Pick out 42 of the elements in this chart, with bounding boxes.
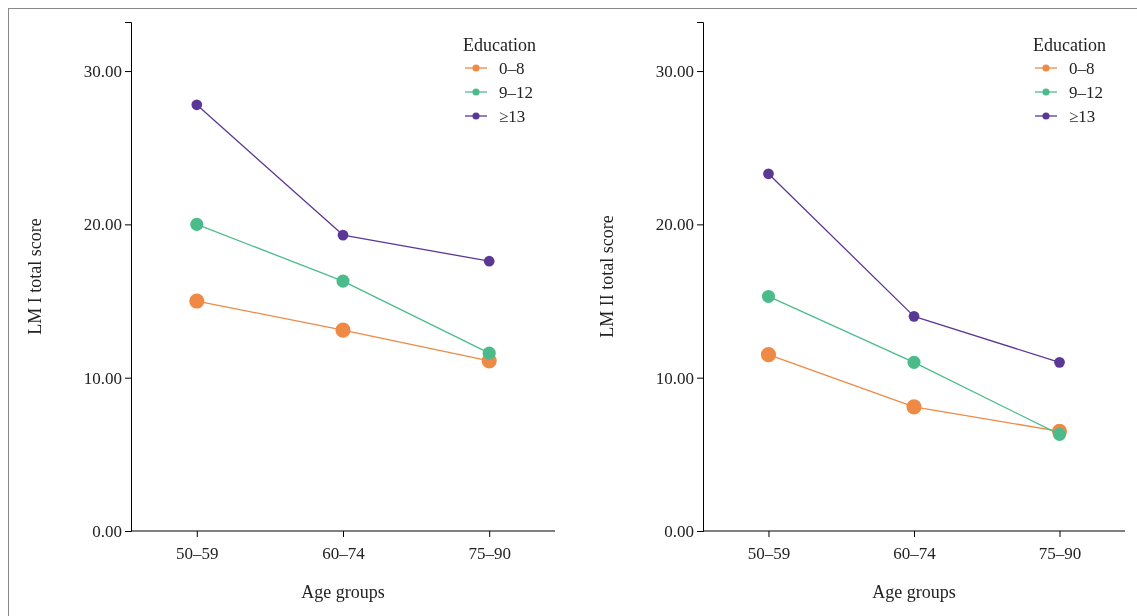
x-axis-title: Age groups [872, 582, 956, 602]
y-tick-label: 30.00 [83, 62, 122, 81]
point [190, 217, 204, 231]
x-tick-label: 75–90 [468, 543, 511, 563]
y-tick-label: 0.00 [92, 521, 122, 541]
x-axis-title: Age groups [301, 582, 385, 602]
legend-label: ≥13 [499, 107, 526, 126]
y-tick-label: 10.00 [83, 368, 122, 388]
point [483, 255, 495, 267]
legend-label: ≥13 [1069, 107, 1096, 126]
y-tick-label: 20.00 [83, 215, 122, 235]
point [336, 274, 350, 288]
point [335, 322, 351, 338]
y-axis-title: LM I total score [25, 218, 45, 335]
x-tick-label: 60–74 [322, 543, 366, 563]
point [1052, 427, 1067, 441]
y-tick-label: 20.00 [655, 215, 694, 235]
point [482, 346, 496, 360]
point [763, 168, 774, 180]
x-tick-label: 50–59 [176, 543, 219, 563]
point [760, 347, 777, 363]
point [906, 399, 922, 415]
y-tick-label: 10.00 [655, 368, 694, 388]
y-axis-title: LM II total score [597, 215, 617, 338]
legend-label: 9–12 [499, 83, 533, 102]
point [907, 355, 921, 369]
legend-label: 0–8 [1069, 59, 1095, 78]
x-tick-label: 60–74 [893, 543, 937, 563]
y-tick-label: 0.00 [664, 521, 694, 541]
point [1054, 357, 1065, 368]
legend-label: 9–12 [1069, 83, 1103, 102]
legend-label: 0–8 [499, 59, 525, 78]
x-tick-label: 50–59 [747, 543, 791, 563]
x-tick-label: 75–90 [1038, 543, 1082, 563]
point [191, 99, 203, 111]
point [908, 311, 920, 322]
y-tick-label: 30.00 [655, 62, 694, 81]
point [761, 289, 776, 303]
legend-title: Education [1033, 35, 1106, 55]
legend-title: Education [463, 35, 536, 55]
point [337, 229, 349, 241]
point [189, 293, 205, 309]
